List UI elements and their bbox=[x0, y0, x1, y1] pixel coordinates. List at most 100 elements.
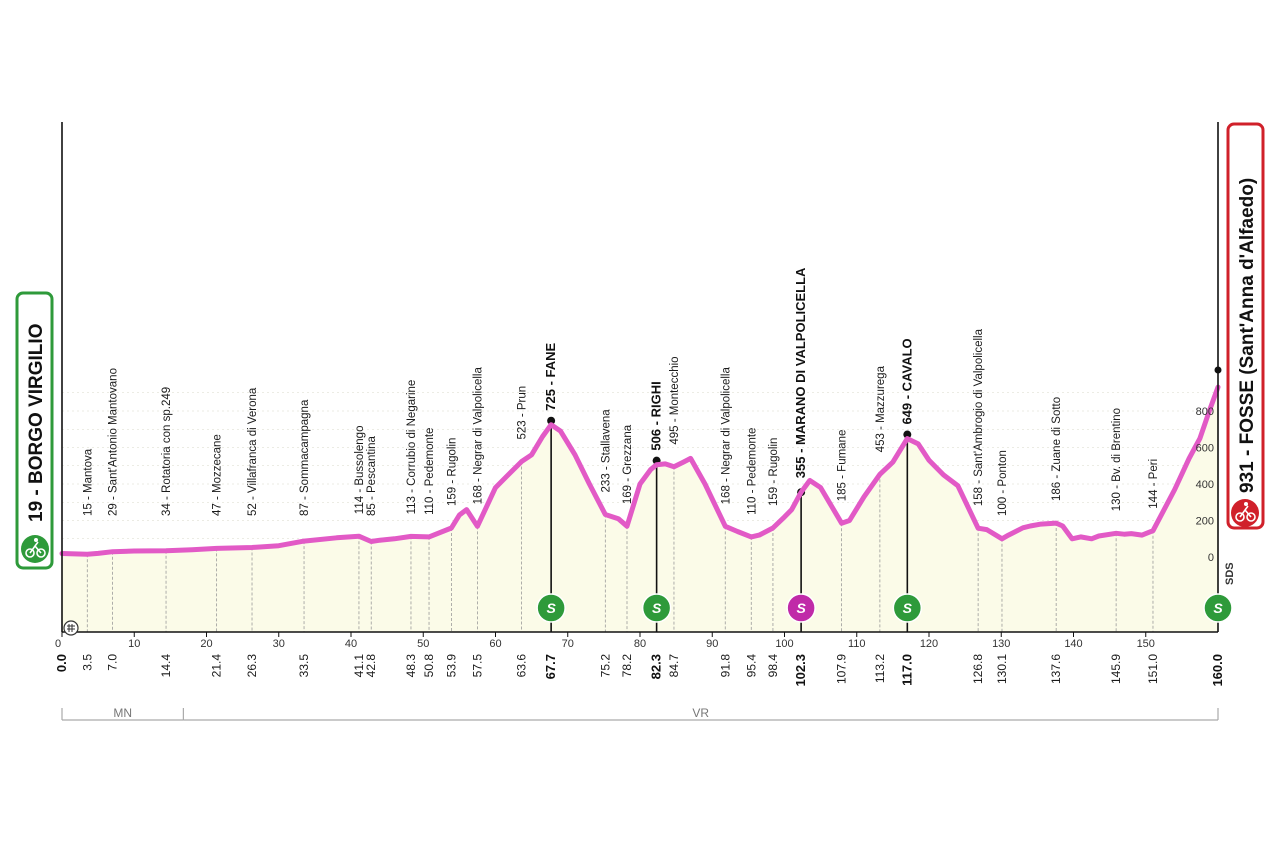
waypoint-label: 168 - Negrar di Valpolicella bbox=[472, 367, 484, 505]
waypoint-label: 47 - Mozzecane bbox=[212, 434, 224, 516]
sprint-label: S bbox=[903, 600, 913, 616]
waypoint-label: 233 - Stallavena bbox=[600, 409, 612, 493]
sprint-circle bbox=[536, 593, 566, 623]
elevation-tick-label: 0 bbox=[1208, 552, 1214, 564]
distance-tick-label: 50 bbox=[417, 638, 429, 650]
waypoint-label: 15 - Mantova bbox=[82, 448, 94, 516]
waypoint-km: 130.1 bbox=[995, 654, 1009, 684]
waypoint-km: 75.2 bbox=[598, 654, 612, 678]
waypoint-label: 355 - MARANO DI VALPOLICELLA bbox=[793, 267, 808, 478]
waypoint-km: 78.2 bbox=[620, 654, 634, 678]
distance-tick-label: 10 bbox=[128, 638, 140, 650]
waypoint-km: 53.9 bbox=[444, 654, 458, 678]
waypoint-km: 160.0 bbox=[1210, 654, 1225, 687]
waypoint-label: 523 - Prun bbox=[517, 386, 529, 440]
profile-line bbox=[59, 384, 1221, 557]
cyclist-icon bbox=[1231, 499, 1259, 527]
waypoint-km: 113.2 bbox=[873, 654, 887, 683]
waypoint-label: 158 - Sant'Ambrogio di Valpolicella bbox=[973, 328, 985, 506]
elevation-tick-label: 200 bbox=[1196, 516, 1214, 528]
waypoint-label: 113 - Corrubio di Negarine bbox=[406, 380, 418, 515]
waypoint-label: 85 - Pescantina bbox=[366, 435, 378, 516]
sprint-circle bbox=[1203, 593, 1233, 623]
elevation-tick-label: 600 bbox=[1196, 443, 1214, 455]
waypoint-km: 48.3 bbox=[404, 654, 418, 678]
sprint-circle bbox=[641, 593, 672, 623]
waypoint-label: 495 - Montecchio bbox=[669, 356, 681, 444]
waypoint-label: 168 - Negrar di Valpolicella bbox=[720, 367, 732, 505]
sprint-icon: S bbox=[536, 593, 566, 623]
waypoint-label: 506 - RIGHI bbox=[649, 381, 664, 450]
distance-tick-label: 70 bbox=[562, 638, 574, 650]
sprint-circle bbox=[786, 593, 816, 623]
waypoint-labels: 15 - Mantova 29 - Sant'Antonio Mantovano 3… bbox=[82, 267, 1160, 516]
distance-tick-label: 90 bbox=[706, 638, 718, 650]
waypoint-label: 100 - Ponton bbox=[997, 450, 1009, 516]
distance-ticks: 0 10 20 30 40 50 60 70 80 90 100 110 120 130 140 150 bbox=[55, 632, 1155, 650]
elevation-ticks: 0 200 400 600 800 bbox=[1196, 406, 1214, 564]
waypoint-km: 14.4 bbox=[159, 654, 173, 678]
waypoint-km: 50.8 bbox=[422, 654, 436, 678]
waypoint-km: 117.0 bbox=[899, 654, 914, 686]
waypoint-km: 57.5 bbox=[470, 654, 484, 678]
waypoint-label: 159 - Rugolin bbox=[768, 438, 780, 506]
sprint-icon: S bbox=[786, 593, 816, 623]
waypoint-km: 67.7 bbox=[543, 654, 558, 679]
distance-tick-label: 60 bbox=[489, 638, 501, 650]
distance-tick-label: 130 bbox=[992, 638, 1010, 650]
distance-tick-label: 40 bbox=[345, 638, 357, 650]
finish-label: 931 - FOSSE (Sant'Anna d'Alfaedo) bbox=[1237, 178, 1258, 493]
region-label: MN bbox=[113, 706, 132, 720]
sprint-label: S bbox=[796, 600, 806, 616]
waypoint-label: 29 - Sant'Antonio Mantovano bbox=[108, 368, 120, 516]
waypoint-km: 137.6 bbox=[1049, 654, 1063, 684]
waypoint-label: 130 - Bv. di Brentino bbox=[1111, 408, 1123, 511]
waypoint-km: 126.8 bbox=[971, 654, 985, 684]
waypoint-km: 84.7 bbox=[667, 654, 681, 678]
sprint-label: S bbox=[546, 600, 556, 616]
waypoint-label: 169 - Grezzana bbox=[622, 424, 634, 504]
waypoint-km: 82.3 bbox=[649, 654, 664, 679]
sprint-circle bbox=[892, 593, 923, 623]
waypoint-label: 34 - Rotatoria con sp.249 bbox=[161, 387, 173, 516]
distance-tick-label: 110 bbox=[848, 638, 866, 650]
grid-origin-icon bbox=[63, 620, 79, 636]
sprint-label: S bbox=[1213, 600, 1223, 616]
waypoint-km: 3.5 bbox=[80, 654, 94, 671]
waypoint-label: 186 - Zuane di Sotto bbox=[1051, 397, 1063, 501]
waypoint-km: 41.1 bbox=[352, 654, 366, 678]
waypoint-km: 151.0 bbox=[1146, 654, 1160, 684]
waypoint-label: 159 - Rugolin bbox=[446, 438, 458, 506]
waypoint-km: 42.8 bbox=[364, 654, 378, 678]
distance-tick-label: 100 bbox=[775, 638, 793, 650]
waypoint-km: 33.5 bbox=[297, 654, 311, 678]
waypoint-km: 21.4 bbox=[210, 654, 224, 678]
region-label: VR bbox=[692, 706, 709, 720]
sds-label: SDS bbox=[1224, 562, 1236, 585]
sprint-icon: S bbox=[1203, 593, 1233, 623]
sprint-icon: S bbox=[641, 593, 672, 623]
waypoint-km: 63.6 bbox=[515, 654, 529, 678]
elevation-tick-label: 400 bbox=[1196, 479, 1214, 491]
waypoint-km: 107.9 bbox=[835, 654, 849, 684]
waypoint-label: 87 - Sommacampagna bbox=[299, 399, 311, 516]
finish-dot bbox=[1214, 366, 1222, 374]
distance-tick-label: 30 bbox=[273, 638, 285, 650]
sprint-icon: S bbox=[892, 593, 923, 623]
distance-tick-label: 150 bbox=[1137, 638, 1155, 650]
waypoint-km: 95.4 bbox=[744, 654, 758, 678]
waypoint-km: 145.9 bbox=[1109, 654, 1123, 684]
start-label: 19 - BORGO VIRGILIO bbox=[26, 324, 47, 522]
waypoint-label: 453 - Mazzurega bbox=[875, 365, 887, 452]
waypoint-label: 52 - Villafranca di Verona bbox=[247, 387, 259, 516]
waypoint-label: 110 - Pedemonte bbox=[746, 428, 758, 515]
profile-area bbox=[62, 387, 1218, 632]
waypoint-km: 0.0 bbox=[54, 654, 69, 672]
finish-box: 931 - FOSSE (Sant'Anna d'Alfaedo) bbox=[1226, 122, 1265, 530]
waypoint-km: 7.0 bbox=[106, 654, 120, 671]
waypoint-km: 102.3 bbox=[793, 654, 808, 687]
waypoint-label: 144 - Peri bbox=[1148, 459, 1160, 509]
start-box: 19 - BORGO VIRGILIO bbox=[15, 291, 54, 570]
